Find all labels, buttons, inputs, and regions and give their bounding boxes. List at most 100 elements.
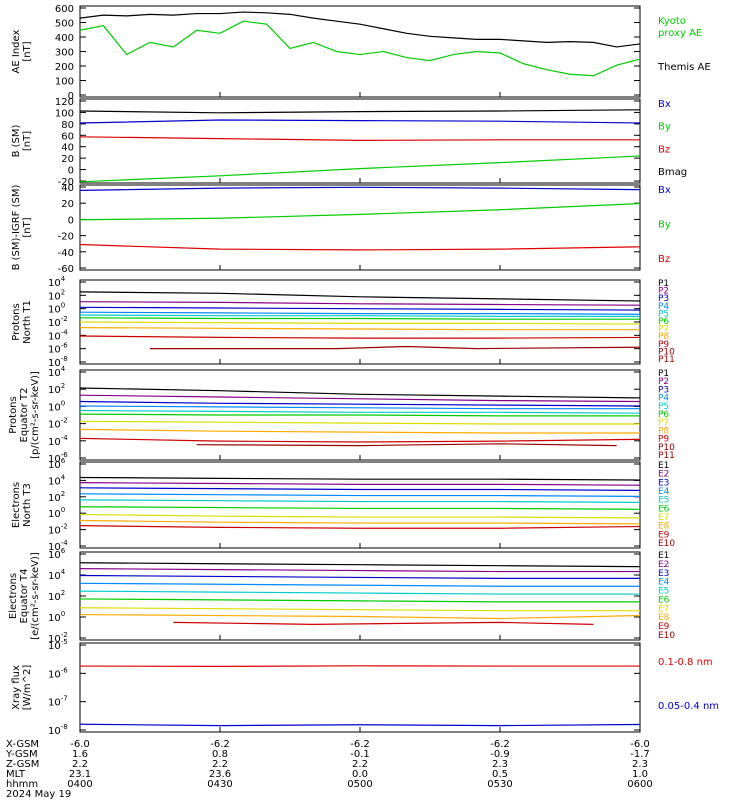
- legend-label-ent3: E8: [658, 522, 670, 532]
- series-line-eet4-e6: [79, 598, 640, 603]
- y-tick-exponent: -4: [61, 539, 69, 547]
- y-tick-exponent: -6: [61, 451, 69, 459]
- y-tick-label-pet2: 100: [48, 399, 65, 413]
- legend-label-eet4: E10: [658, 631, 675, 641]
- legend-label-pnt1: P4: [658, 302, 669, 312]
- y-axis-label-bigrf: [nT]: [22, 217, 33, 237]
- series-line-ent3-e3: [79, 487, 641, 491]
- y-tick-exponent: -6: [61, 666, 69, 674]
- legend-label-pnt1: P8: [658, 332, 669, 342]
- series-line-ae-themis-ae: [79, 11, 641, 48]
- y-tick-label-xray: 10-8: [48, 723, 68, 737]
- legend-label-eet4: E8: [658, 613, 670, 623]
- legend-label-pnt1: P5: [658, 309, 669, 319]
- legend-label-eet4: E5: [658, 587, 669, 597]
- series-line-eet4-e2: [79, 568, 640, 573]
- legend-label-pnt1: P9: [658, 340, 669, 350]
- legend-label-pnt1: P1: [658, 279, 669, 289]
- legend-label-bigrf: Bx: [658, 185, 671, 196]
- y-tick-label-bsm: 40: [61, 143, 74, 154]
- y-tick-exponent: 4: [61, 275, 66, 283]
- y-tick-label-pnt1: 100: [48, 302, 65, 316]
- y-tick-label-bsm: 60: [61, 131, 74, 142]
- series-line-ent3-e2: [79, 482, 641, 486]
- ephem-value: -6.0: [70, 739, 90, 750]
- legend-label-bsm: Bz: [658, 144, 670, 155]
- series-line-bsm-bz: [79, 136, 640, 142]
- y-axis-label-eet4: Electrons: [8, 573, 19, 619]
- series-line-bigrf-by: [79, 202, 641, 221]
- legend-label-pet2: P3: [658, 385, 669, 395]
- y-tick-label-ent3: 104: [48, 473, 66, 487]
- series-line-pnt1-p6: [79, 317, 640, 320]
- ephem-value: -1.7: [630, 749, 650, 760]
- y-tick-label-ae: 600: [55, 4, 74, 15]
- y-tick-exponent: 2: [61, 589, 65, 597]
- ephem-value: 23.6: [209, 769, 231, 780]
- legend-label-eet4: E9: [658, 622, 670, 632]
- y-axis-label-pnt1: Protons: [11, 303, 22, 340]
- y-tick-label-xray: 10-5: [48, 638, 68, 652]
- legend-label-eet4: E6: [658, 595, 670, 605]
- legend-label-pnt1: P2: [658, 287, 669, 297]
- legend-label-ae: Kyoto: [658, 16, 686, 27]
- ephem-value: 0530: [487, 779, 512, 790]
- ephem-value: 0.8: [212, 749, 228, 760]
- ephem-value: 2.2: [352, 759, 368, 770]
- y-tick-exponent: 6: [61, 457, 66, 465]
- series-line-pet2-p8: [79, 428, 640, 434]
- legend-label-pet2: P11: [658, 451, 675, 461]
- y-tick-exponent: 0: [61, 610, 65, 618]
- ephem-value: 0400: [67, 779, 92, 790]
- legend-label-eet4: E1: [658, 551, 669, 561]
- legend-label-pet2: P9: [658, 435, 669, 445]
- y-tick-label-bsm: 0: [68, 166, 74, 177]
- y-tick-exponent: 0: [61, 399, 65, 407]
- y-tick-label-ae: 200: [55, 62, 74, 73]
- y-tick-exponent: 4: [61, 568, 66, 576]
- y-tick-label-bsm: 80: [61, 120, 74, 131]
- ephem-row-label: MLT: [6, 769, 26, 780]
- legend-label-ent3: E5: [658, 496, 669, 506]
- legend-label-eet4: E2: [658, 560, 669, 570]
- series-line-pnt1-p3: [79, 306, 641, 311]
- series-line-pet2-p1: [79, 387, 641, 399]
- series-line-bsm-by: [79, 155, 641, 183]
- panel-frame-ent3: [79, 461, 641, 549]
- date-label: 2024 May 19: [6, 789, 71, 800]
- y-axis-label-bsm: B (SM): [11, 124, 22, 157]
- legend-label-ent3: E10: [658, 539, 675, 549]
- legend-label-ent3: E7: [658, 513, 669, 523]
- legend-label-pet2: P5: [658, 402, 669, 412]
- y-tick-exponent: 2: [61, 382, 65, 390]
- y-axis-label-xray: [W/m^2]: [22, 665, 33, 711]
- y-tick-label-eet4: 100: [48, 610, 65, 624]
- y-tick-label-ae: 100: [55, 77, 74, 88]
- panel-frame-xray: [79, 642, 641, 733]
- legend-label-bsm: Bmag: [658, 167, 687, 178]
- legend-label-pnt1: P6: [658, 317, 669, 327]
- series-line-bigrf-bx: [79, 186, 641, 192]
- legend-label-pet2: P7: [658, 418, 669, 428]
- y-tick-exponent: 2: [61, 288, 65, 296]
- ephem-value: 0.5: [492, 769, 508, 780]
- y-tick-label-pet2: 10-4: [48, 434, 68, 448]
- legend-label-ent3: E4: [658, 487, 670, 497]
- ephem-row-label: X-GSM: [6, 739, 39, 750]
- ephem-value: 1.0: [632, 769, 648, 780]
- y-tick-label-bigrf: 40: [61, 183, 74, 194]
- y-tick-label-bigrf: 20: [61, 199, 74, 210]
- legend-label-eet4: E3: [658, 569, 669, 579]
- y-tick-exponent: -6: [61, 342, 69, 350]
- y-tick-exponent: 6: [61, 547, 66, 555]
- ephem-value: 2.3: [492, 759, 508, 770]
- series-line-ent3-e4: [79, 493, 641, 497]
- ephem-row-label: hhmm: [6, 779, 38, 790]
- y-tick-label-pnt1: 10-4: [48, 328, 68, 342]
- legend-label-eet4: E7: [658, 604, 669, 614]
- y-tick-label-ae: 300: [55, 48, 74, 59]
- series-line-pet2-p10: [196, 443, 617, 447]
- series-line-eet4-e5: [79, 590, 640, 595]
- series-line-bsm-bx: [79, 119, 641, 124]
